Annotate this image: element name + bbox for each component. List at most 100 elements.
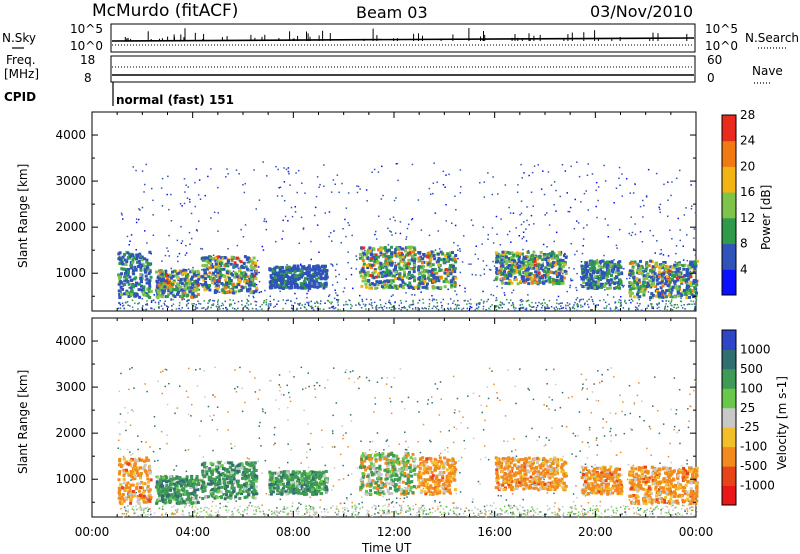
echo-cell	[315, 264, 319, 268]
echo-speckle	[273, 433, 276, 436]
echo-speckle	[237, 267, 240, 269]
echo-cell	[131, 285, 135, 289]
echo-cell	[619, 265, 623, 269]
echo-cell	[509, 267, 513, 271]
echo-cell	[437, 259, 440, 263]
echo-ground-speckle	[345, 300, 347, 303]
echo-speckle	[346, 507, 349, 510]
echo-cell	[217, 278, 221, 282]
echo-ground-speckle	[337, 301, 339, 304]
echo-ground-speckle	[268, 303, 270, 305]
echo-ground-speckle	[651, 303, 653, 305]
echo-cell	[293, 278, 297, 282]
echo-cell	[674, 284, 678, 288]
echo-speckle	[438, 414, 441, 416]
echo-speckle	[293, 376, 295, 378]
echo-speckle	[155, 476, 157, 478]
echo-speckle	[603, 307, 606, 309]
echo-cell	[123, 283, 127, 286]
echo-speckle	[187, 396, 189, 398]
echo-cell	[237, 283, 241, 287]
echo-speckle	[493, 279, 495, 282]
echo-ground-speckle	[428, 298, 431, 301]
echo-cell	[658, 266, 662, 270]
echo-cell	[276, 273, 280, 277]
echo-cell	[280, 273, 284, 277]
echo-cell	[544, 279, 548, 283]
echo-speckle	[310, 432, 312, 435]
echo-speckle	[422, 423, 425, 426]
echo-cell	[520, 276, 524, 280]
echo-cell	[136, 260, 139, 264]
echo-ground-speckle	[640, 309, 643, 311]
echo-speckle	[544, 277, 547, 279]
echo-ground-speckle	[412, 301, 414, 303]
echo-cell	[176, 292, 179, 296]
echo-ground-speckle	[482, 308, 485, 310]
echo-speckle	[119, 413, 122, 415]
echo-cell	[123, 279, 127, 283]
echo-speckle	[584, 302, 586, 305]
echo-speckle	[475, 274, 477, 276]
date-title: 03/Nov/2010	[590, 2, 693, 21]
echo-cell	[219, 264, 223, 268]
echo-cell	[291, 269, 295, 273]
echo-cell	[362, 262, 366, 266]
echo-speckle	[688, 420, 690, 422]
echo-cell	[548, 252, 552, 256]
echo-cell	[454, 260, 458, 264]
echo-speckle	[268, 494, 270, 496]
echo-cell	[502, 258, 506, 262]
echo-cell	[605, 273, 609, 277]
echo-cell	[214, 265, 217, 269]
echo-cell	[677, 294, 681, 298]
echo-cell	[155, 270, 158, 274]
echo-ground-speckle	[650, 304, 653, 306]
echo-speckle	[410, 303, 413, 306]
echo-cell	[417, 251, 421, 254]
echo-speckle	[689, 405, 691, 407]
echo-cell	[315, 271, 319, 275]
echo-speckle	[624, 414, 626, 416]
echo-speckle	[394, 301, 396, 303]
echo-speckle	[137, 435, 139, 437]
echo-speckle	[279, 290, 281, 293]
echo-speckle	[492, 260, 494, 263]
echo-speckle	[338, 479, 340, 481]
echo-speckle	[351, 513, 353, 515]
echo-speckle	[456, 397, 459, 400]
echo-speckle	[184, 254, 187, 256]
echo-speckle	[390, 231, 392, 233]
echo-speckle	[147, 513, 149, 516]
echo-cell	[421, 281, 425, 285]
echo-ground-speckle	[482, 302, 485, 304]
echo-cell	[254, 270, 258, 274]
echo-speckle	[499, 399, 501, 401]
echo-speckle	[569, 206, 572, 209]
echo-speckle	[595, 439, 598, 441]
echo-cell	[641, 266, 645, 270]
echo-cell	[373, 283, 377, 287]
echo-ground-speckle	[284, 302, 287, 305]
echo-cell	[200, 283, 204, 287]
echo-speckle	[196, 385, 199, 387]
echo-speckle	[381, 307, 383, 309]
echo-cell	[662, 263, 666, 266]
echo-ground-speckle	[613, 309, 615, 312]
echo-speckle	[439, 431, 442, 433]
echo-ground-speckle	[355, 304, 357, 306]
echo-speckle	[306, 451, 308, 453]
echo-speckle	[428, 187, 431, 190]
echo-speckle	[630, 216, 632, 218]
echo-speckle	[680, 297, 682, 299]
echo-speckle	[507, 512, 509, 515]
echo-cell	[411, 250, 415, 254]
echo-speckle	[619, 394, 621, 397]
echo-cell	[610, 260, 614, 264]
echo-cell	[215, 259, 219, 263]
echo-speckle	[591, 298, 594, 301]
echo-cell	[499, 265, 503, 269]
echo-cell	[668, 286, 672, 290]
echo-speckle	[126, 235, 129, 238]
echo-cell	[542, 273, 546, 277]
